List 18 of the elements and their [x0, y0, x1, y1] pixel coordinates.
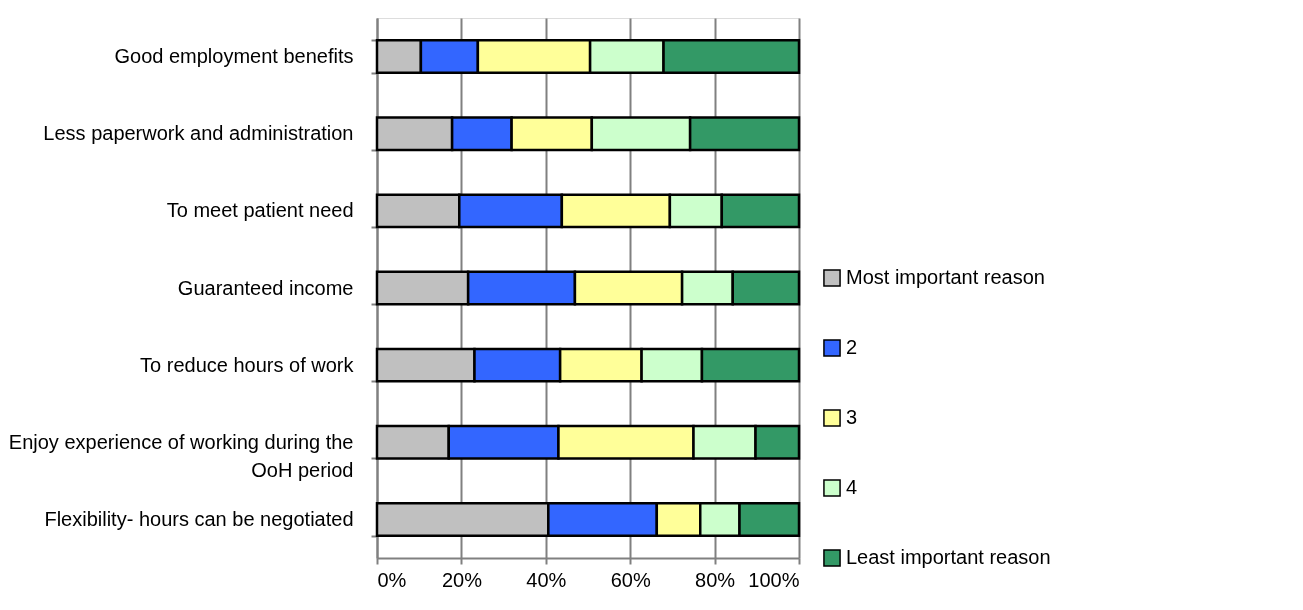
- x-tick-label: 0%: [377, 568, 407, 591]
- x-tick-label: 60%: [610, 568, 651, 591]
- x-tick-label: 40%: [526, 568, 567, 591]
- y-tick-label: To meet patient need: [166, 199, 354, 222]
- legend-label: 3: [846, 406, 858, 428]
- legend-label: 2: [846, 336, 858, 358]
- x-tick-label: 100%: [748, 568, 800, 591]
- legend-label: Least important reason: [846, 546, 1051, 568]
- x-tick-label: 80%: [695, 568, 736, 591]
- y-tick-label: Flexibility- hours can be negotiated: [44, 507, 354, 530]
- y-tick-label: To reduce hours of work: [140, 353, 355, 376]
- x-tick-label: 20%: [441, 568, 483, 591]
- legend-label: 4: [846, 476, 858, 498]
- y-tick-label: Guaranteed income: [177, 276, 354, 299]
- y-tick-label: Good employment benefits: [114, 45, 354, 68]
- y-tick-label: Less paperwork and administration: [43, 122, 354, 145]
- legend-label: Most important reason: [846, 266, 1045, 288]
- y-tick-label: Enjoy experience of working during the OoH period: [8, 430, 354, 481]
